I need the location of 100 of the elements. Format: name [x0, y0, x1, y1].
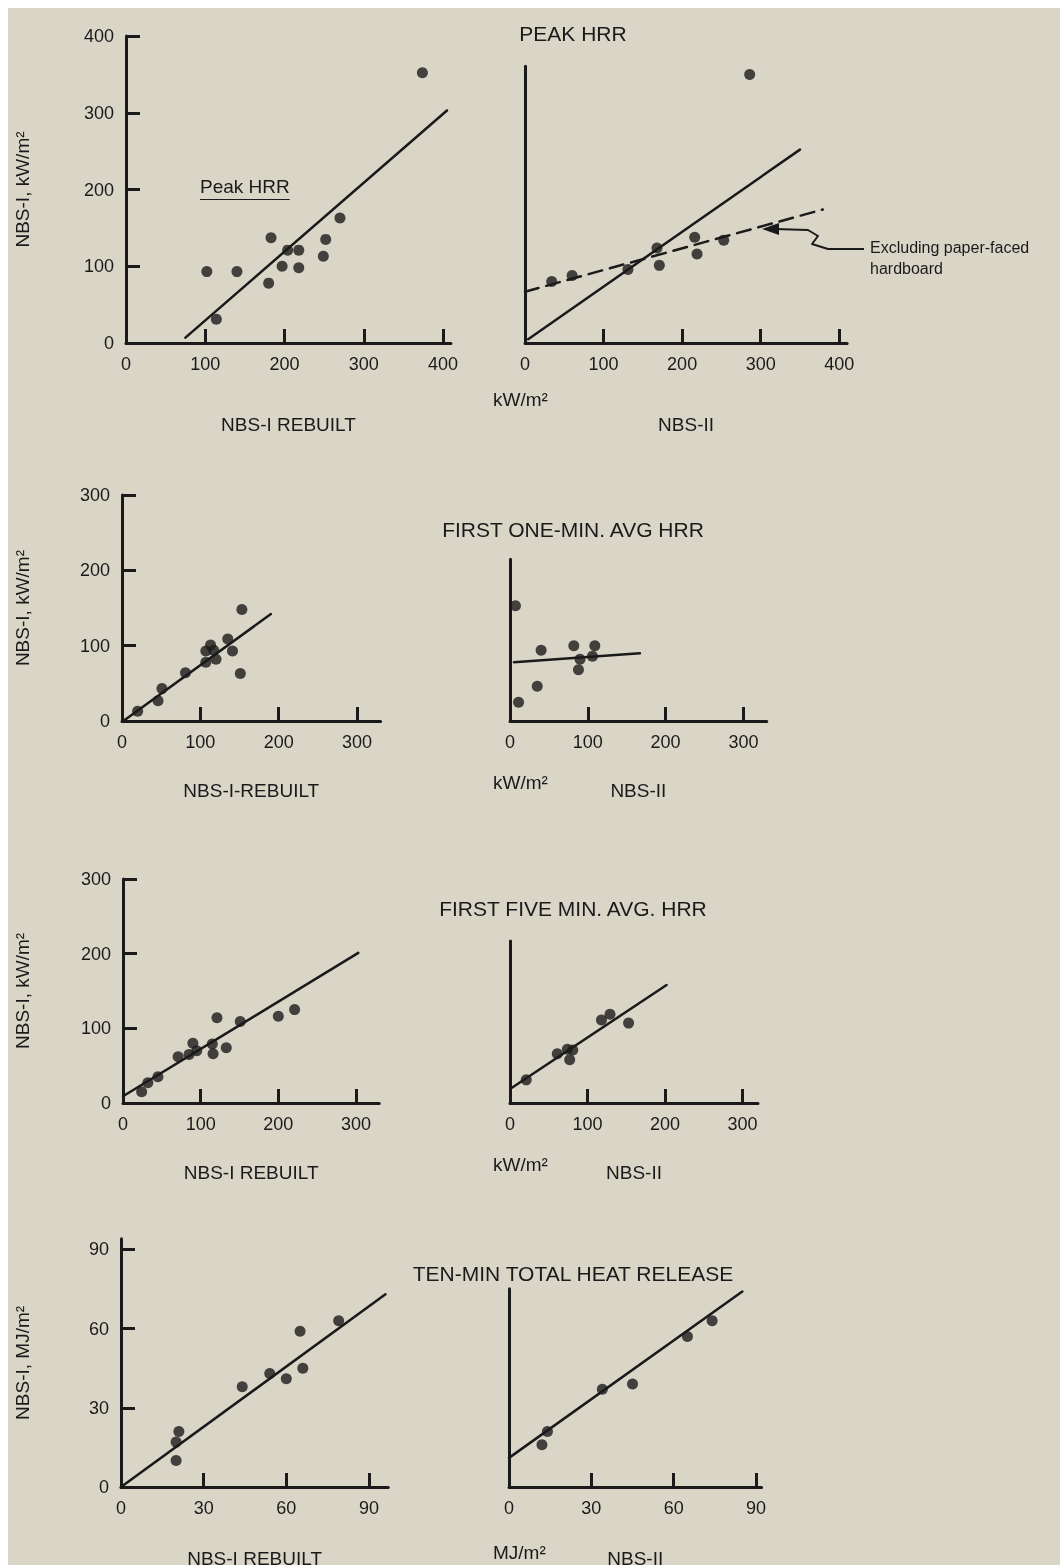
x-axis-title: NBS-II	[610, 780, 667, 801]
y-tick-label: 100	[83, 256, 114, 277]
y-tick-label: 200	[83, 179, 114, 200]
y-tick-label: 60	[88, 1318, 109, 1339]
y-tick-label: 0	[98, 1477, 109, 1497]
x-tick-label: 0	[504, 732, 516, 752]
x-tick-label: 30	[581, 1498, 602, 1518]
x-tick-label: 0	[519, 354, 531, 374]
x-tick-label: 100	[185, 1114, 216, 1134]
point	[276, 260, 288, 272]
point	[172, 1051, 184, 1063]
y-tick-label: 100	[80, 1018, 111, 1039]
point	[236, 1381, 248, 1393]
x-tick-label: 200	[263, 732, 294, 752]
x-tick-label: 60	[663, 1498, 684, 1518]
y-axis-title: NBS-I, kW/m²	[12, 550, 33, 667]
y-axis-title: NBS-I, kW/m²	[12, 932, 33, 1049]
x-tick-label: 400	[427, 354, 459, 374]
point	[689, 231, 701, 243]
x-tick-label: 200	[650, 732, 681, 752]
point	[531, 680, 543, 692]
point	[535, 644, 547, 656]
x-tick-label: 0	[117, 1114, 129, 1134]
x-axis-title: NBS-II	[606, 1162, 662, 1183]
x-axis-title: NBS-I-REBUILT	[183, 780, 320, 801]
point	[280, 1373, 292, 1385]
y-axis-title: NBS-I, MJ/m²	[12, 1305, 33, 1420]
x-tick-label: 200	[269, 354, 300, 374]
point	[536, 1439, 548, 1451]
point	[263, 277, 275, 289]
point	[234, 668, 246, 680]
y-tick-label: 30	[88, 1397, 109, 1418]
text: MJ/m²	[493, 1541, 546, 1565]
point	[334, 212, 346, 224]
x-axis-title: NBS-I REBUILT	[221, 414, 357, 435]
point	[211, 1012, 223, 1024]
x-tick-label: 300	[727, 1114, 758, 1134]
x-tick-label: 0	[116, 732, 128, 752]
point	[265, 232, 277, 244]
x-tick-label: 90	[746, 1498, 767, 1518]
point	[210, 313, 222, 325]
x-tick-label: 300	[348, 354, 379, 374]
y-tick-label: 200	[80, 943, 111, 964]
x-tick-label: 300	[728, 732, 759, 752]
annotation: Peak HRR	[200, 175, 290, 199]
point	[595, 1014, 607, 1026]
point	[623, 1017, 635, 1029]
text: kW/m²	[493, 771, 548, 795]
point	[173, 1426, 185, 1438]
x-axis-title: NBS-I REBUILT	[183, 1162, 319, 1183]
point	[513, 696, 525, 708]
point	[170, 1455, 182, 1467]
point	[136, 1086, 148, 1098]
x-tick-label: 300	[342, 732, 373, 752]
point	[564, 1054, 576, 1066]
x-tick-label: 300	[340, 1114, 371, 1134]
chart-title: FIRST ONE-MIN. AVG HRR	[442, 518, 704, 541]
y-tick-label: 0	[99, 711, 110, 731]
x-tick-label: 0	[503, 1498, 515, 1518]
point	[207, 1048, 219, 1060]
point	[226, 645, 238, 657]
point	[231, 266, 243, 278]
x-axis-title: NBS-II	[607, 1548, 664, 1565]
point	[297, 1362, 309, 1374]
point	[744, 68, 756, 80]
text: kW/m²	[493, 388, 548, 412]
x-tick-label: 100	[190, 354, 221, 374]
point	[201, 266, 213, 278]
y-tick-label: 300	[80, 868, 111, 889]
point	[333, 1315, 345, 1327]
text: kW/m²	[493, 1153, 548, 1177]
x-tick-label: 0	[504, 1114, 516, 1134]
y-tick-label: 300	[83, 102, 114, 123]
point	[589, 640, 601, 652]
x-tick-label: 400	[824, 354, 855, 374]
x-tick-label: 0	[115, 1498, 127, 1518]
x-tick-label: 200	[649, 1114, 681, 1134]
y-tick-label: 100	[79, 635, 110, 656]
x-tick-label: 90	[358, 1498, 379, 1518]
point	[220, 1042, 232, 1054]
point	[293, 262, 305, 274]
point	[572, 664, 584, 676]
x-tick-label: 100	[588, 354, 619, 374]
x-tick-label: 100	[572, 1114, 603, 1134]
x-tick-label: 100	[572, 732, 603, 752]
y-axis-title: NBS-I, kW/m²	[12, 131, 33, 248]
text: Excluding paper-faced hardboard	[870, 238, 1031, 279]
point	[272, 1010, 284, 1022]
chart-title: TEN-MIN TOTAL HEAT RELEASE	[412, 1262, 734, 1285]
x-tick-label: 0	[120, 354, 132, 374]
point	[627, 1378, 639, 1390]
y-tick-label: 0	[103, 333, 114, 353]
point	[653, 259, 665, 271]
x-tick-label: 200	[263, 1114, 294, 1134]
y-tick-label: 400	[83, 26, 114, 46]
x-tick-label: 60	[276, 1498, 297, 1518]
x-tick-label: 300	[745, 354, 776, 374]
point	[293, 244, 305, 256]
point	[706, 1315, 718, 1327]
x-tick-label: 30	[193, 1498, 214, 1518]
